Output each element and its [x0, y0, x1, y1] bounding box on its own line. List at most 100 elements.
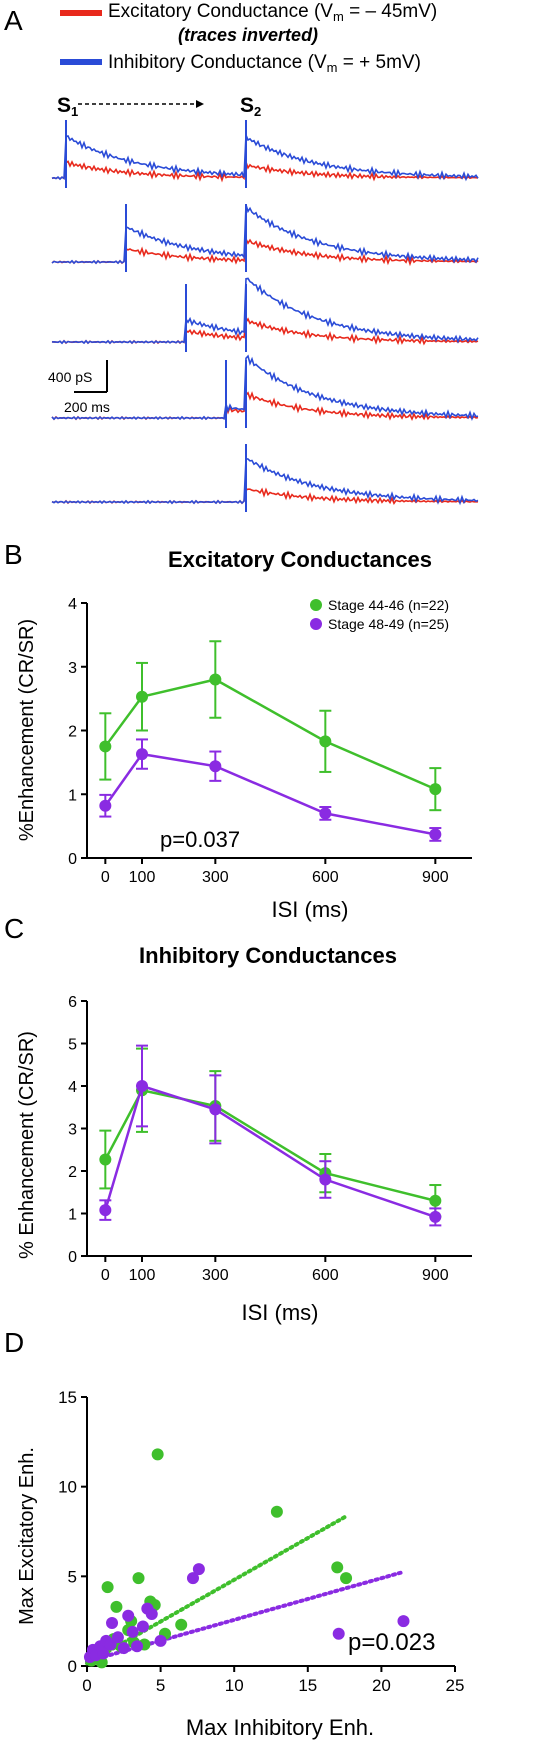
- chart-c-ytick-label: 4: [68, 1079, 77, 1096]
- chart-c-series-1-point: [136, 1080, 148, 1092]
- inhibitory-legend-label: Inhibitory Conductance (Vm = + 5mV): [108, 52, 421, 75]
- chart-b-series-1-point: [99, 799, 112, 812]
- chart-c-ytick-label: 1: [68, 1207, 77, 1224]
- chart-d-series-1-point: [97, 1647, 110, 1660]
- panel-a-letter: A: [4, 5, 23, 36]
- chart-b-xtick-label: 900: [422, 869, 449, 886]
- chart-b-title: Excitatory Conductances: [168, 547, 432, 572]
- chart-b-xtick-label: 600: [312, 869, 339, 886]
- chart-d-xtick-label: 15: [298, 1676, 317, 1695]
- chart-b-ytick-label: 1: [68, 787, 77, 804]
- chart-c-ylabel: % Enhancement (CR/SR): [16, 1031, 38, 1259]
- chart-c-xtick-label: 900: [422, 1267, 449, 1284]
- chart-b-annotation: p=0.037: [160, 827, 240, 852]
- legend-marker-stage-48-49: [310, 618, 322, 630]
- panel-c-letter: C: [4, 913, 24, 944]
- excitatory-legend-swatch: [60, 10, 102, 16]
- chart-b-ylabel: %Enhancement (CR/SR): [16, 619, 38, 841]
- chart-b-series-0-point: [429, 783, 442, 796]
- excitatory-trace-row-2: [51, 236, 479, 267]
- scale-bar-x-label: 200 ms: [64, 399, 110, 415]
- chart-b-series-0-line: [104, 678, 436, 791]
- panel-a: A Excitatory Conductance (Vm = – 45mV) (…: [4, 1, 479, 512]
- chart-c-series-1-point: [429, 1210, 442, 1223]
- panel-b: B Excitatory Conductances p=0.037 ISI (m…: [4, 539, 472, 922]
- legend-marker-stage-44-46: [310, 599, 322, 611]
- excitatory-trace-row-4: [51, 391, 479, 421]
- excitatory-trace-row-1: [51, 160, 479, 183]
- scale-bar-y-label: 400 pS: [48, 369, 92, 385]
- chart-d-xtick-label: 20: [372, 1676, 391, 1695]
- chart-d-series-1-point: [111, 1631, 124, 1644]
- excitatory-legend-label: Excitatory Conductance (Vm = – 45mV): [108, 1, 437, 24]
- legend-label-stage-48-49: Stage 48-49 (n=25): [328, 616, 449, 632]
- chart-d-xtick-label: 25: [446, 1676, 465, 1695]
- chart-c-ytick-label: 6: [68, 994, 77, 1011]
- chart-d-annotation: p=0.023: [348, 1629, 435, 1656]
- chart-d-series-1-point: [192, 1563, 205, 1576]
- chart-d-ytick-label: 10: [58, 1478, 77, 1497]
- chart-b-ytick-label: 3: [68, 660, 77, 677]
- chart-b-series-0-point: [319, 735, 332, 748]
- chart-d-series-1-point: [332, 1627, 345, 1640]
- chart-c-xtick-label: 0: [101, 1267, 110, 1284]
- chart-b-series-1-point: [429, 828, 442, 841]
- legend-label-stage-44-46: Stage 44-46 (n=22): [328, 597, 449, 613]
- chart-c-ytick-label: 0: [68, 1249, 77, 1266]
- chart-b-series-1-line: [104, 752, 436, 836]
- panel-c: C Inhibitory Conductances ISI (ms) % Enh…: [4, 913, 472, 1325]
- chart-b-series-1-point: [136, 748, 148, 761]
- chart-d-series-1-point: [126, 1625, 139, 1638]
- chart-c-plot: 0 1 2 3 4 5 6 0 100 300 600 900: [68, 994, 472, 1284]
- chart-d-series-1-point: [131, 1640, 144, 1653]
- chart-c-series-0-point: [429, 1194, 442, 1207]
- inhibitory-trace-row-4: [51, 354, 479, 421]
- inhibitory-trace-row-2: [51, 204, 479, 265]
- chart-b-series-1-point: [209, 760, 222, 773]
- chart-c-xlabel: ISI (ms): [242, 1300, 319, 1325]
- inhibitory-legend-swatch: [60, 59, 102, 65]
- chart-d-series-0-point: [340, 1572, 353, 1585]
- excitatory-trace-row-3: [51, 317, 479, 346]
- chart-d-series-1-point: [117, 1642, 130, 1655]
- chart-d-series-0-point: [151, 1448, 164, 1461]
- chart-d-series-1-point: [104, 1638, 117, 1651]
- chart-d-series-1-point: [136, 1620, 149, 1633]
- chart-d-series-1-point: [397, 1615, 410, 1628]
- chart-c-series-1-point: [99, 1204, 112, 1217]
- chart-b-ytick-label: 2: [68, 724, 77, 741]
- chart-d-series-1-point: [154, 1634, 167, 1647]
- chart-d-ytick-label: 15: [58, 1388, 77, 1407]
- chart-d-xlabel: Max Inhibitory Enh.: [186, 1715, 374, 1740]
- chart-d-series-1-point: [186, 1572, 199, 1585]
- chart-c-series-0-point: [99, 1153, 112, 1166]
- chart-d-series-0-trendline: [85, 1515, 347, 1666]
- trace-stack: [51, 120, 479, 512]
- chart-b-series-0-point: [99, 740, 112, 753]
- chart-c-ytick-label: 2: [68, 1164, 77, 1181]
- chart-d-ylabel: Max Excitatory Enh.: [16, 1447, 38, 1625]
- chart-d-xtick-label: 0: [82, 1676, 91, 1695]
- chart-b-ytick-label: 0: [68, 851, 77, 868]
- chart-c-ytick-label: 3: [68, 1122, 77, 1139]
- chart-b-xlabel: ISI (ms): [272, 897, 349, 922]
- chart-d-series-0-point: [101, 1581, 114, 1594]
- chart-c-series-1-point: [319, 1173, 332, 1186]
- chart-d-xtick-label: 10: [225, 1676, 244, 1695]
- chart-d-xtick-label: 5: [156, 1676, 165, 1695]
- chart-b-series-0-point: [209, 673, 222, 686]
- chart-d-ytick-label: 0: [68, 1657, 77, 1676]
- chart-c-xtick-label: 300: [202, 1267, 229, 1284]
- chart-d-series-0-point: [331, 1561, 344, 1574]
- inhibitory-trace-row-1: [51, 134, 479, 182]
- chart-b-xtick-label: 0: [101, 869, 110, 886]
- chart-d-series-0-point: [175, 1618, 188, 1631]
- panel-d-letter: D: [4, 1327, 24, 1358]
- chart-d-series-1-point: [106, 1616, 119, 1629]
- chart-d-series-0-point: [132, 1572, 145, 1585]
- panel-d: D p=0.023 Max Inhibitory Enh. Max Excita…: [4, 1327, 464, 1740]
- chart-d-series-0-point: [270, 1505, 283, 1518]
- chart-d-series-1-point: [122, 1609, 135, 1622]
